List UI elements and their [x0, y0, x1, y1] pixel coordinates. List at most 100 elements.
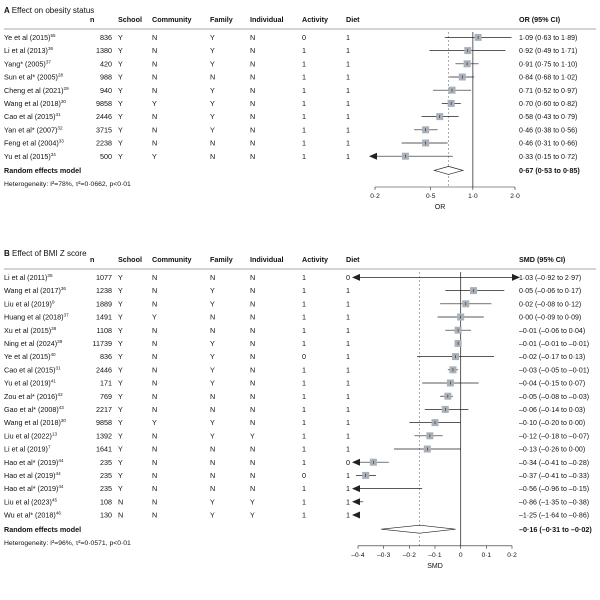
panel-b-cell-school: Y — [118, 286, 123, 295]
panel-b-cell-family: N — [210, 313, 215, 322]
panel-a-cell-n: 500 — [100, 152, 112, 161]
panel-b-cell-community: Y — [152, 313, 157, 322]
panel-b-cell-community: N — [152, 405, 157, 414]
panel-b-cell-n: 1491 — [96, 313, 112, 322]
panel-b-pooled-ci-text: –0·16 (–0·31 to –0·02) — [519, 525, 592, 534]
panel-a-cell-activity: 1 — [302, 112, 306, 121]
panel-b-cell-individual: N — [250, 299, 255, 308]
panel-b-cell-diet: 1 — [346, 379, 350, 388]
panel-a-heterogeneity: Heterogeneity: I²=78%, τ²=0·0662, p<0·01 — [4, 181, 131, 188]
panel-b-cell-school: Y — [118, 365, 123, 374]
panel-a-cell-school: Y — [118, 112, 123, 121]
panel-b-cell-diet: 1 — [346, 497, 350, 506]
panel-a-cell-individual: N — [250, 99, 255, 108]
panel-b-header-activity: Activity — [302, 255, 328, 264]
panel-b-heterogeneity: Heterogeneity: I²=96%, τ²=0·0571, p<0·01 — [4, 540, 131, 547]
panel-b-cell-school: Y — [118, 392, 123, 401]
panel-b-study-label: Gao et al* (2008)43 — [4, 405, 64, 414]
panel-a-study-label: Cheng et al (2021)29 — [4, 86, 69, 95]
panel-b-cell-school: Y — [118, 273, 123, 282]
panel-a-cell-family: Y — [210, 33, 215, 42]
panel-a-cell-community: N — [152, 46, 157, 55]
panel-b-ci-text: 1·03 (–0·92 to 2·97) — [519, 275, 581, 282]
panel-a-cell-community: Y — [152, 152, 157, 161]
panel-a-x-axis-label: OR — [435, 204, 446, 211]
panel-b-ci-text: 0·02 (–0·08 to 0·12) — [519, 301, 581, 308]
panel-b-cell-individual: N — [250, 352, 255, 361]
panel-b-cell-diet: 1 — [346, 352, 350, 361]
panel-a-cell-activity: 1 — [302, 139, 306, 148]
panel-b-cell-diet: 1 — [346, 313, 350, 322]
panel-a-ci-text: 0·46 (0·31 to 0·66) — [519, 141, 577, 148]
panel-b-cell-school: Y — [118, 379, 123, 388]
panel-b-x-tick-label: –0·3 — [377, 552, 391, 559]
panel-a-header-family: Family — [210, 15, 233, 24]
panel-b-cell-individual: N — [250, 392, 255, 401]
panel-b-cell-family: Y — [210, 286, 215, 295]
panel-b-study-label: Cao et al (2015)31 — [4, 365, 61, 374]
panel-b-cell-individual: N — [250, 365, 255, 374]
panel-b-cell-school: Y — [118, 445, 123, 454]
panel-b-ci-arrow-left — [352, 498, 360, 506]
panel-a-cell-school: Y — [118, 86, 123, 95]
panel-b-cell-community: N — [152, 392, 157, 401]
panel-b-cell-diet: 1 — [346, 484, 350, 493]
panel-b-cell-activity: 1 — [302, 445, 306, 454]
panel-b-ci-arrow-left — [352, 511, 360, 519]
panel-b-cell-diet: 1 — [346, 392, 350, 401]
panel-b-header-diet: Diet — [346, 255, 360, 264]
panel-b-cell-activity: 1 — [302, 313, 306, 322]
panel-b-study-label: Zou et al* (2016)42 — [4, 392, 63, 401]
panel-b-ci-text: –0·86 (–1·35 to –0·38) — [519, 499, 589, 506]
panel-a-cell-diet: 1 — [346, 125, 350, 134]
panel-a-x-tick-label: 0·5 — [426, 193, 436, 200]
panel-b-cell-school: Y — [118, 484, 123, 493]
panel-b-study-label: Wu et al* (2018)46 — [4, 511, 61, 520]
panel-b-cell-community: N — [152, 365, 157, 374]
panel-b-cell-diet: 1 — [346, 431, 350, 440]
panel-a-ci-text: 0·70 (0·60 to 0·82) — [519, 101, 577, 108]
panel-a-cell-activity: 1 — [302, 59, 306, 68]
panel-a-cell-community: N — [152, 125, 157, 134]
panel-b-cell-activity: 0 — [302, 352, 306, 361]
panel-b-ci-text: –0·56 (–0·96 to –0·15) — [519, 486, 589, 493]
panel-a-cell-individual: N — [250, 112, 255, 121]
panel-b-cell-community: N — [152, 484, 157, 493]
panel-a-ci-text: 0·46 (0·38 to 0·56) — [519, 127, 577, 134]
panel-a-ci-text: 0·84 (0·68 to 1·02) — [519, 75, 577, 82]
panel-a-cell-community: N — [152, 139, 157, 148]
panel-b-cell-activity: 1 — [302, 299, 306, 308]
panel-b-cell-n: 11739 — [93, 339, 112, 348]
panel-b-study-label: Liu et al (2022)13 — [4, 431, 58, 440]
panel-a-cell-diet: 1 — [346, 33, 350, 42]
panel-b-cell-family: Y — [210, 431, 215, 440]
panel-b-pooled-label: Random effects model — [4, 525, 81, 534]
panel-a-cell-n: 836 — [100, 33, 112, 42]
panel-b-x-axis-label: SMD — [427, 563, 443, 570]
panel-b-cell-family: Y — [210, 379, 215, 388]
panel-b-cell-school: Y — [118, 418, 123, 427]
panel-a-cell-school: Y — [118, 139, 123, 148]
panel-b-cell-school: Y — [118, 352, 123, 361]
panel-a-cell-n: 420 — [100, 59, 112, 68]
panel-b-cell-activity: 1 — [302, 392, 306, 401]
panel-a-cell-community: N — [152, 112, 157, 121]
panel-a-cell-school: Y — [118, 33, 123, 42]
panel-a-header-individual: Individual — [250, 15, 284, 24]
panel-a-cell-family: Y — [210, 59, 215, 68]
panel-b-cell-individual: Y — [250, 431, 255, 440]
panel-b-cell-community: N — [152, 471, 157, 480]
panel-b-cell-diet: 1 — [346, 471, 350, 480]
panel-b-cell-individual: N — [250, 273, 255, 282]
panel-b-cell-activity: 1 — [302, 484, 306, 493]
panel-a-cell-individual: N — [250, 125, 255, 134]
panel-a-cell-activity: 1 — [302, 152, 306, 161]
panel-b-cell-community: N — [152, 431, 157, 440]
panel-a-cell-school: Y — [118, 152, 123, 161]
panel-b-cell-activity: 1 — [302, 286, 306, 295]
panel-b-header-community: Community — [152, 255, 192, 264]
panel-a-cell-diet: 1 — [346, 86, 350, 95]
panel-b-cell-individual: N — [250, 458, 255, 467]
panel-b-ci-text: 0·00 (–0·09 to 0·09) — [519, 315, 581, 322]
